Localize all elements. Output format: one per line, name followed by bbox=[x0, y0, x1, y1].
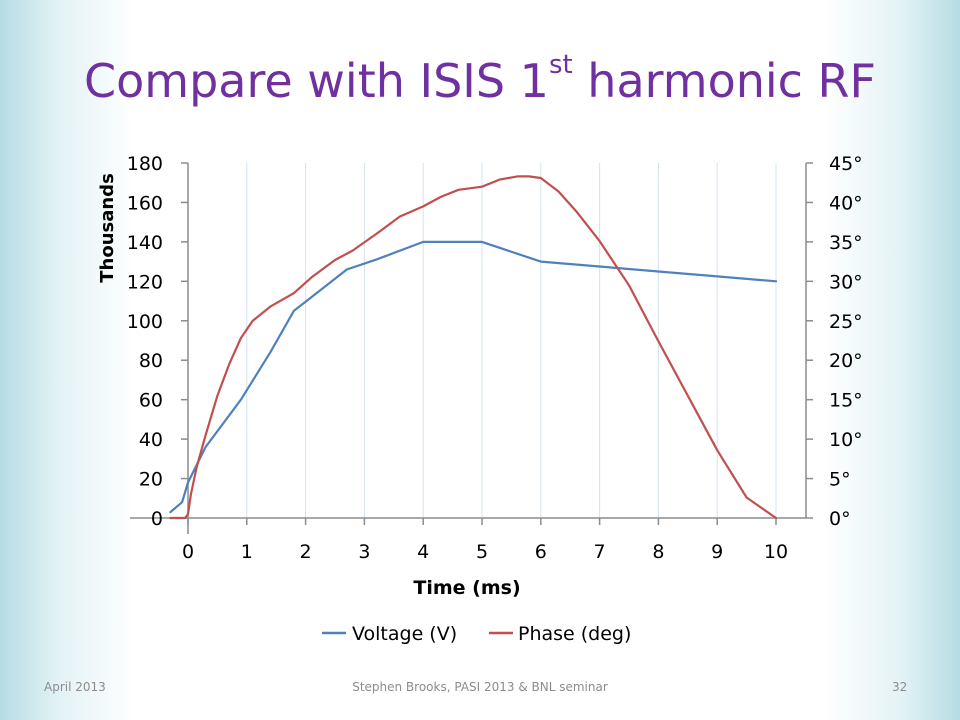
y2-tick-label-40: 40° bbox=[829, 192, 863, 214]
y-tick-label-0: 0 bbox=[151, 508, 163, 530]
chart-tick-labels: 0204060801001201401601800°5°10°15°20°25°… bbox=[127, 153, 863, 563]
slide-title-main: Compare with ISIS 1 bbox=[84, 54, 549, 108]
y2-tick-label-20: 20° bbox=[829, 350, 863, 372]
x-tick-label-10: 10 bbox=[764, 541, 788, 563]
chart-legend: Voltage (V) Phase (deg) bbox=[322, 623, 631, 645]
footer-author: Stephen Brooks, PASI 2013 & BNL seminar bbox=[352, 680, 608, 694]
y-tick-label-60: 60 bbox=[139, 390, 163, 412]
y2-tick-label-10: 10° bbox=[829, 429, 863, 451]
y-tick-label-80: 80 bbox=[139, 350, 163, 372]
slide-title-rest: harmonic RF bbox=[572, 54, 876, 108]
x-tick-label-9: 9 bbox=[711, 541, 723, 563]
y2-tick-label-15: 15° bbox=[829, 390, 863, 412]
x-tick-label-5: 5 bbox=[476, 541, 488, 563]
y-tick-label-160: 160 bbox=[127, 192, 163, 214]
slide-title: Compare with ISIS 1st harmonic RF bbox=[0, 52, 960, 104]
legend-label-phase: Phase (deg) bbox=[518, 623, 631, 645]
x-tick-label-6: 6 bbox=[535, 541, 547, 563]
y2-tick-label-35: 35° bbox=[829, 232, 863, 254]
x-tick-label-3: 3 bbox=[358, 541, 370, 563]
y2-tick-label-45: 45° bbox=[829, 153, 863, 175]
y-tick-label-20: 20 bbox=[139, 469, 163, 491]
x-tick-label-2: 2 bbox=[300, 541, 312, 563]
chart-grid bbox=[246, 163, 777, 518]
footer-date: April 2013 bbox=[44, 680, 106, 694]
y-tick-label-140: 140 bbox=[127, 232, 163, 254]
x-axis-label: Time (ms) bbox=[413, 577, 520, 599]
x-tick-label-8: 8 bbox=[652, 541, 664, 563]
slide-title-superscript: st bbox=[548, 50, 573, 80]
x-tick-label-7: 7 bbox=[594, 541, 606, 563]
y-axis-label: Thousands bbox=[97, 173, 118, 283]
y2-tick-label-0: 0° bbox=[829, 508, 851, 530]
y-tick-label-120: 120 bbox=[127, 271, 163, 293]
y-tick-label-180: 180 bbox=[127, 153, 163, 175]
y-tick-label-40: 40 bbox=[139, 429, 163, 451]
legend-label-voltage: Voltage (V) bbox=[352, 623, 457, 645]
chart-axes bbox=[130, 162, 813, 534]
series-line-voltage bbox=[169, 240, 778, 514]
y2-tick-label-5: 5° bbox=[829, 469, 851, 491]
x-tick-label-0: 0 bbox=[182, 541, 194, 563]
footer-page-number: 32 bbox=[892, 680, 908, 694]
y2-tick-label-25: 25° bbox=[829, 311, 863, 333]
y-tick-label-100: 100 bbox=[127, 311, 163, 333]
x-tick-label-4: 4 bbox=[417, 541, 429, 563]
series-line-phase bbox=[169, 175, 778, 520]
y2-tick-label-30: 30° bbox=[829, 271, 863, 293]
x-tick-label-1: 1 bbox=[241, 541, 253, 563]
chart-series bbox=[169, 175, 778, 520]
